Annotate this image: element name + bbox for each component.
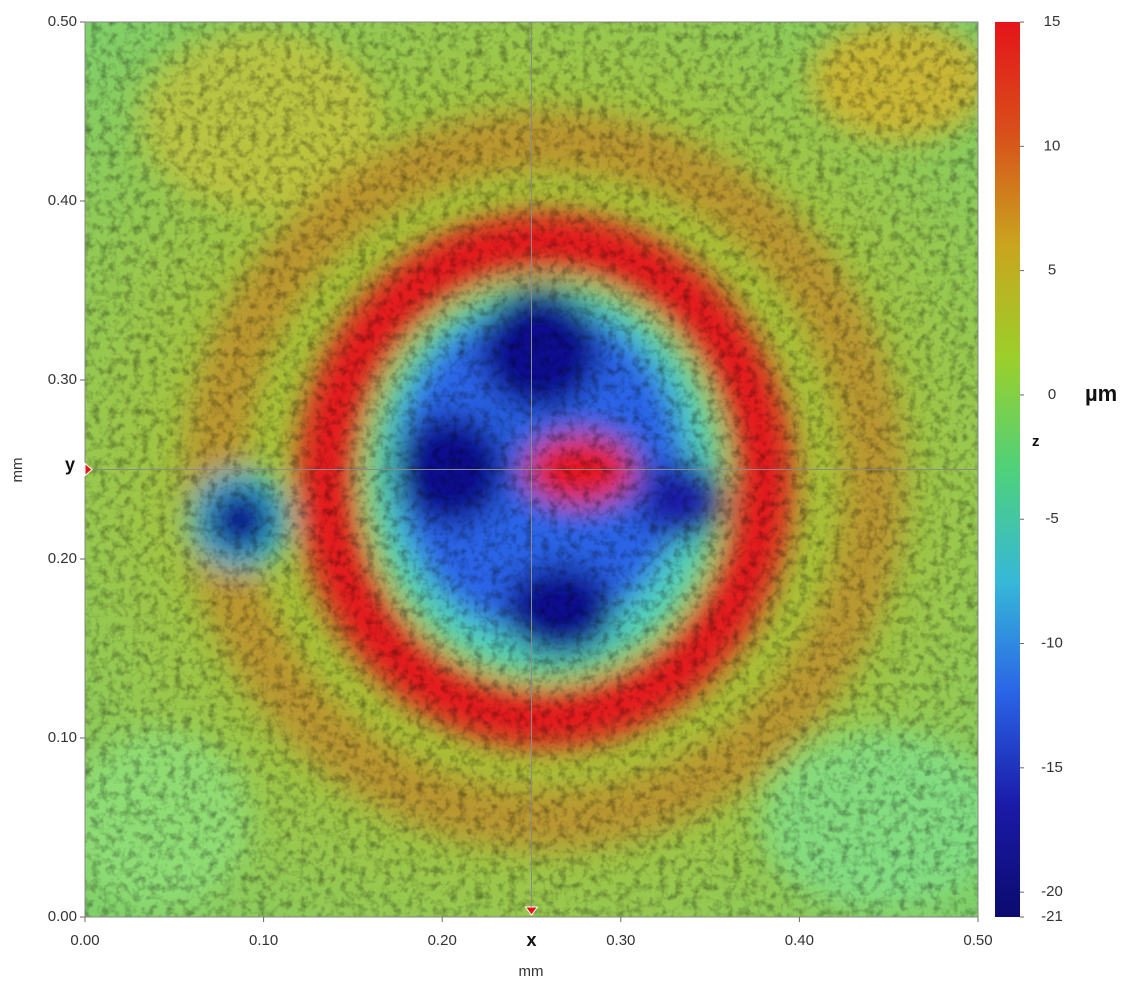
- colorbar-tick-label: 0: [1048, 386, 1056, 403]
- y-tick-label: 0.20: [48, 550, 77, 567]
- y-tick-label: 0.40: [48, 192, 77, 209]
- colorbar-tick-label: -21: [1041, 908, 1063, 925]
- crosshair-y-marker: [84, 462, 93, 477]
- colorbar-label: µm: [1085, 381, 1117, 406]
- x-axis-label: mm: [519, 963, 544, 980]
- crosshair-x-label: x: [526, 930, 536, 950]
- colorbar-tick-label: -5: [1045, 510, 1058, 527]
- x-tick-label: 0.50: [963, 932, 992, 949]
- y-axis-label: mm: [9, 458, 26, 483]
- colorbar-tick-label: -15: [1041, 759, 1063, 776]
- colorbar-tick-label: 5: [1048, 262, 1056, 279]
- surface-image: [85, 22, 978, 917]
- colorbar-tick-label: 10: [1044, 137, 1061, 154]
- x-tick-label: 0.40: [785, 932, 814, 949]
- crosshair-x-marker: [524, 906, 539, 916]
- colorbar-axis-name: z: [1032, 433, 1040, 450]
- x-tick-label: 0.20: [428, 932, 457, 949]
- colorbar-tick-label: 15: [1044, 13, 1061, 30]
- colorbar: [995, 22, 1020, 917]
- x-tick-label: 0.10: [249, 932, 278, 949]
- colorbar-tick-label: -20: [1041, 883, 1063, 900]
- x-tick-label: 0.30: [606, 932, 635, 949]
- y-tick-label: 0.50: [48, 13, 77, 30]
- x-tick-label: 0.00: [70, 932, 99, 949]
- colorbar-tick-label: -10: [1041, 634, 1063, 651]
- crosshair-y-label: y: [65, 454, 75, 474]
- y-tick-label: 0.30: [48, 371, 77, 388]
- y-tick-label: 0.10: [48, 729, 77, 746]
- y-tick-label: 0.00: [48, 908, 77, 925]
